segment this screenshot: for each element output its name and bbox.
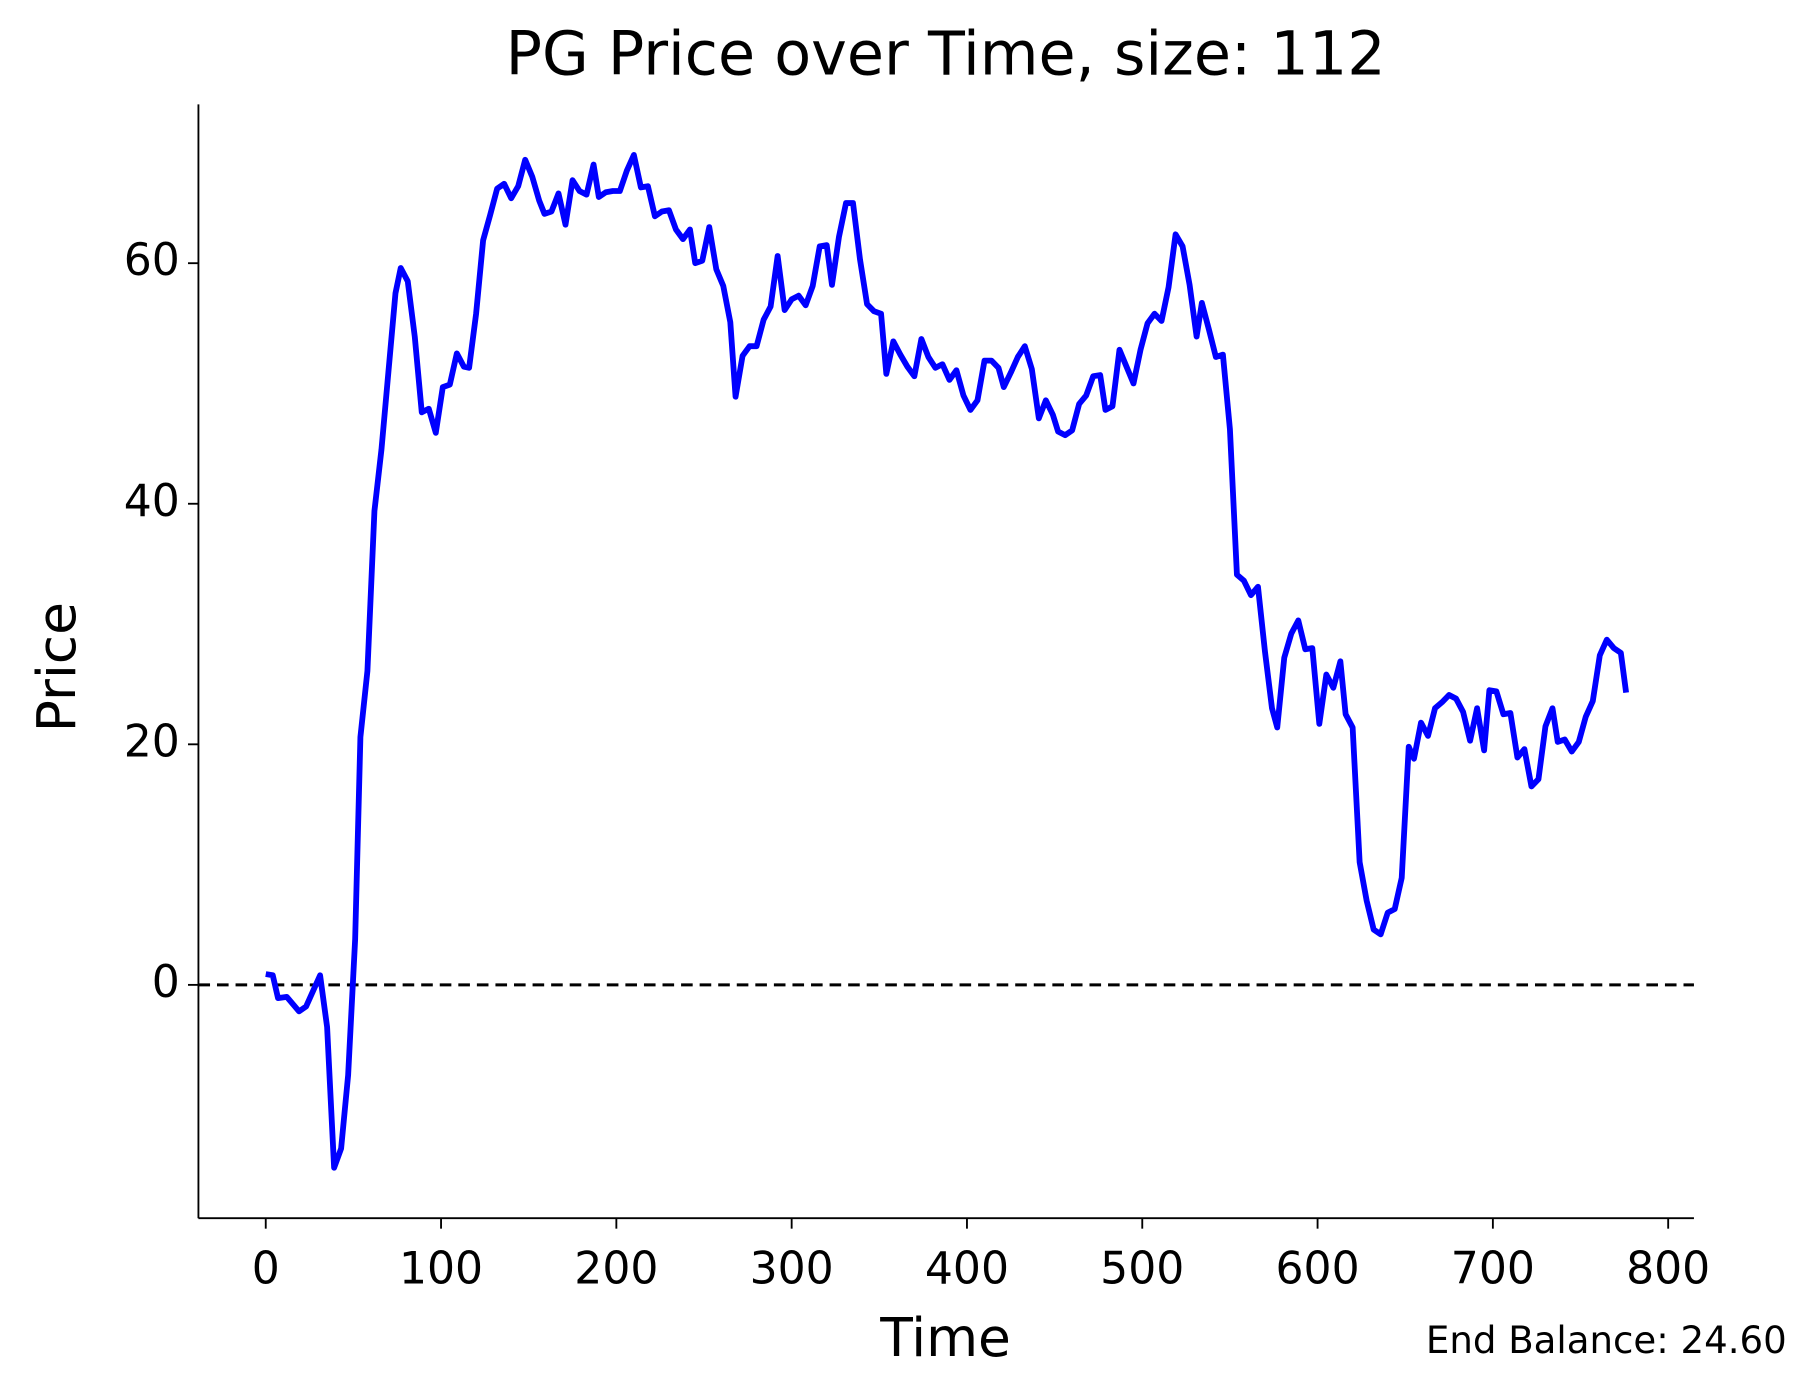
y-tick-label: 40 [124,476,180,527]
x-tick-label: 200 [574,1244,658,1295]
x-axis-label: Time [879,1306,1011,1369]
x-tick-label: 800 [1626,1244,1710,1295]
price-line [265,152,1629,1171]
x-tick-label: 0 [252,1244,280,1295]
y-axis-label: Price [25,602,88,732]
y-tick-label: 60 [124,235,180,286]
y-tick-label: 0 [152,957,180,1008]
x-tick-label: 100 [399,1244,483,1295]
x-tick-label: 300 [750,1244,834,1295]
x-tick-label: 600 [1275,1244,1359,1295]
y-tick-label: 20 [124,716,180,767]
x-tick-label: 400 [925,1244,1009,1295]
chart-title: PG Price over Time, size: 112 [506,20,1386,90]
x-tick-label: 700 [1451,1244,1535,1295]
annotation: End Balance: 24.60 [1426,1319,1787,1362]
x-tick-label: 500 [1100,1244,1184,1295]
